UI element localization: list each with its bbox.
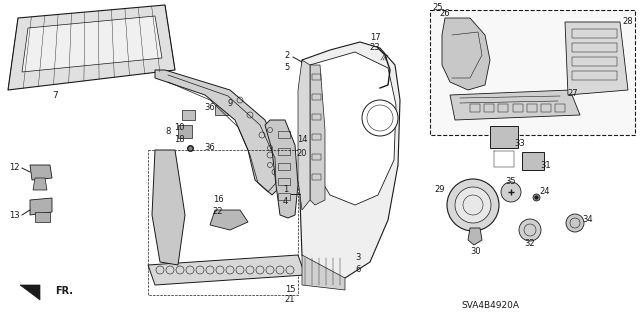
Text: 21: 21 xyxy=(285,295,295,305)
Bar xyxy=(572,29,617,38)
Bar xyxy=(278,178,290,185)
Polygon shape xyxy=(155,70,282,195)
Text: 33: 33 xyxy=(515,138,525,147)
Bar xyxy=(527,104,537,112)
Text: 10: 10 xyxy=(175,123,185,132)
Polygon shape xyxy=(300,42,400,280)
Polygon shape xyxy=(310,65,325,205)
Text: 2: 2 xyxy=(285,50,290,60)
Text: 24: 24 xyxy=(540,188,550,197)
Text: 23: 23 xyxy=(370,43,380,53)
Circle shape xyxy=(566,214,584,232)
Text: 4: 4 xyxy=(283,197,288,206)
Polygon shape xyxy=(310,52,396,205)
Polygon shape xyxy=(210,210,248,230)
Text: 12: 12 xyxy=(10,164,20,173)
Text: 9: 9 xyxy=(228,99,233,108)
Text: 35: 35 xyxy=(506,177,516,187)
Bar xyxy=(513,104,522,112)
Bar xyxy=(522,152,544,170)
Bar xyxy=(572,43,617,52)
Text: 16: 16 xyxy=(212,196,223,204)
Text: 30: 30 xyxy=(470,248,481,256)
Text: 20: 20 xyxy=(297,149,307,158)
Polygon shape xyxy=(265,120,298,218)
Bar xyxy=(572,57,617,66)
Bar xyxy=(278,148,290,155)
Circle shape xyxy=(519,219,541,241)
Text: 13: 13 xyxy=(10,211,20,219)
Text: 14: 14 xyxy=(297,136,307,145)
Polygon shape xyxy=(468,228,482,245)
Text: 18: 18 xyxy=(174,136,185,145)
Polygon shape xyxy=(182,110,195,120)
Text: 36: 36 xyxy=(205,102,216,112)
Polygon shape xyxy=(152,150,185,265)
Polygon shape xyxy=(8,5,175,90)
Circle shape xyxy=(447,179,499,231)
Bar xyxy=(541,104,551,112)
Polygon shape xyxy=(450,90,580,120)
Polygon shape xyxy=(30,198,52,215)
Polygon shape xyxy=(20,285,40,300)
Bar xyxy=(555,104,565,112)
Text: FR.: FR. xyxy=(55,286,73,296)
Bar xyxy=(278,193,290,200)
Text: 8: 8 xyxy=(166,127,171,136)
Text: 6: 6 xyxy=(355,265,361,275)
Text: 25: 25 xyxy=(432,4,442,12)
Polygon shape xyxy=(215,105,228,115)
Text: 29: 29 xyxy=(435,186,445,195)
Text: 15: 15 xyxy=(285,286,295,294)
Text: 17: 17 xyxy=(370,33,380,42)
Circle shape xyxy=(455,187,491,223)
Bar xyxy=(278,131,290,138)
Text: 27: 27 xyxy=(568,88,579,98)
Polygon shape xyxy=(178,125,192,138)
Circle shape xyxy=(501,182,521,202)
Bar xyxy=(470,104,480,112)
Text: 34: 34 xyxy=(582,216,593,225)
Polygon shape xyxy=(430,10,635,135)
Text: 3: 3 xyxy=(355,254,361,263)
Text: 26: 26 xyxy=(440,10,451,19)
Bar xyxy=(312,74,321,80)
Polygon shape xyxy=(30,165,52,180)
Text: 32: 32 xyxy=(525,240,535,249)
Polygon shape xyxy=(302,255,345,290)
Bar xyxy=(312,134,321,140)
Bar xyxy=(484,104,494,112)
Bar xyxy=(312,94,321,100)
Polygon shape xyxy=(298,60,310,210)
Text: 36: 36 xyxy=(205,144,216,152)
Text: 7: 7 xyxy=(52,91,58,100)
Bar xyxy=(312,154,321,160)
Bar xyxy=(312,174,321,180)
Text: 5: 5 xyxy=(285,63,290,71)
Polygon shape xyxy=(565,22,628,95)
Text: SVA4B4920A: SVA4B4920A xyxy=(461,300,519,309)
Text: 22: 22 xyxy=(212,207,223,217)
Polygon shape xyxy=(33,178,47,190)
Polygon shape xyxy=(22,16,162,72)
Polygon shape xyxy=(148,255,305,285)
Text: 28: 28 xyxy=(622,18,632,26)
Circle shape xyxy=(362,100,398,136)
Text: 1: 1 xyxy=(283,186,288,195)
Polygon shape xyxy=(35,212,50,222)
Bar xyxy=(490,126,518,148)
Polygon shape xyxy=(442,18,490,90)
Bar xyxy=(312,114,321,120)
Text: 31: 31 xyxy=(541,160,551,169)
Bar xyxy=(572,71,617,80)
Bar xyxy=(499,104,508,112)
Bar xyxy=(278,163,290,170)
